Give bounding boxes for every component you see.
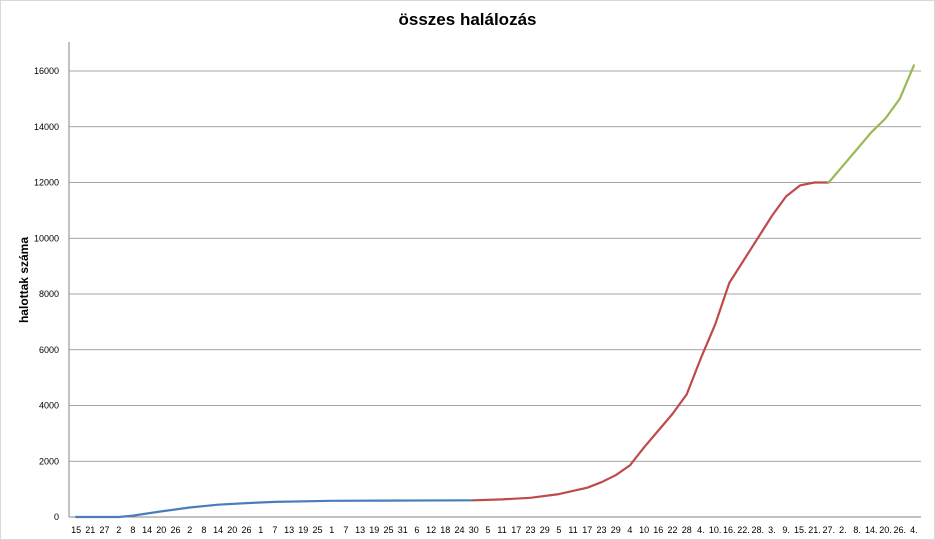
x-tick-label: 25	[312, 525, 322, 535]
x-tick-label: 22.	[737, 525, 750, 535]
x-tick-label: 30	[469, 525, 479, 535]
x-tick-label: 5	[485, 525, 490, 535]
x-tick-label: 16	[653, 525, 663, 535]
x-tick-label: 4.	[910, 525, 918, 535]
x-tick-label: 12	[426, 525, 436, 535]
x-tick-label: 20	[156, 525, 166, 535]
x-tick-label: 16.	[723, 525, 736, 535]
x-tick-label: 8.	[853, 525, 861, 535]
x-tick-label: 2	[187, 525, 192, 535]
x-tick-label: 29	[611, 525, 621, 535]
y-tick-label: 12000	[34, 178, 59, 188]
x-tick-label: 15.	[794, 525, 807, 535]
x-tick-label: 4.	[697, 525, 705, 535]
x-tick-label: 27	[99, 525, 109, 535]
x-tick-label: 3.	[768, 525, 776, 535]
x-tick-label: 26	[241, 525, 251, 535]
y-tick-label: 10000	[34, 233, 59, 243]
x-tick-label: 29	[540, 525, 550, 535]
x-tick-label: 6	[414, 525, 419, 535]
grid-layer	[69, 70, 921, 462]
x-tick-label: 14.	[865, 525, 878, 535]
x-tick-label: 14	[142, 525, 152, 535]
x-tick-label: 5	[556, 525, 561, 535]
y-tick-label: 2000	[39, 456, 59, 466]
x-tick-label: 19	[369, 525, 379, 535]
x-tick-label: 21.	[808, 525, 821, 535]
x-tick-label: 27.	[822, 525, 835, 535]
x-tick-label: 10	[639, 525, 649, 535]
x-tick-label: 31	[398, 525, 408, 535]
x-tick-label: 11	[568, 525, 577, 535]
x-tick-label: 1	[258, 525, 263, 535]
x-tick-label: 9.	[782, 525, 790, 535]
x-tick-label: 8	[201, 525, 206, 535]
x-tick-label: 22	[667, 525, 677, 535]
x-tick-label: 24	[454, 525, 464, 535]
x-tick-label: 25	[383, 525, 393, 535]
series-line-blue	[74, 499, 475, 519]
y-tick-label: 16000	[34, 66, 59, 76]
x-tick-label: 8	[130, 525, 135, 535]
x-tick-label: 26	[170, 525, 180, 535]
y-tick-label: 14000	[34, 122, 59, 132]
x-tick-label: 20	[227, 525, 237, 535]
y-tick-label: 0	[54, 512, 59, 522]
x-tick-label: 18	[440, 525, 450, 535]
x-tick-label: 14	[213, 525, 223, 535]
x-tick-label: 4	[627, 525, 632, 535]
x-tick-label: 28.	[751, 525, 764, 535]
x-tick-label: 23	[596, 525, 606, 535]
x-tick-label: 13	[284, 525, 294, 535]
x-tick-label: 7	[272, 525, 277, 535]
x-tick-label: 10.	[709, 525, 722, 535]
x-tick-label: 26.	[893, 525, 906, 535]
series-line-red	[472, 181, 830, 502]
y-tick-label: 4000	[39, 401, 59, 411]
x-tick-label: 15	[71, 525, 81, 535]
x-tick-label: 23	[525, 525, 535, 535]
x-tick-label: 2.	[839, 525, 847, 535]
x-tick-label: 17	[582, 525, 592, 535]
x-tick-label: 17	[511, 525, 521, 535]
x-tick-label: 2	[116, 525, 121, 535]
x-tick-label: 20.	[879, 525, 892, 535]
x-tick-label: 21	[85, 525, 95, 535]
x-tick-label: 19	[298, 525, 308, 535]
x-tick-label: 7	[343, 525, 348, 535]
series-line-green	[827, 64, 916, 184]
x-tick-label: 13	[355, 525, 365, 535]
x-tick-label: 1	[329, 525, 334, 535]
y-tick-label: 8000	[39, 289, 59, 299]
x-tick-label: 28	[682, 525, 692, 535]
series-layer	[74, 64, 916, 519]
y-tick-label: 6000	[39, 345, 59, 355]
chart-title: összes halálozás	[398, 10, 537, 29]
x-tick-label: 11	[497, 525, 506, 535]
